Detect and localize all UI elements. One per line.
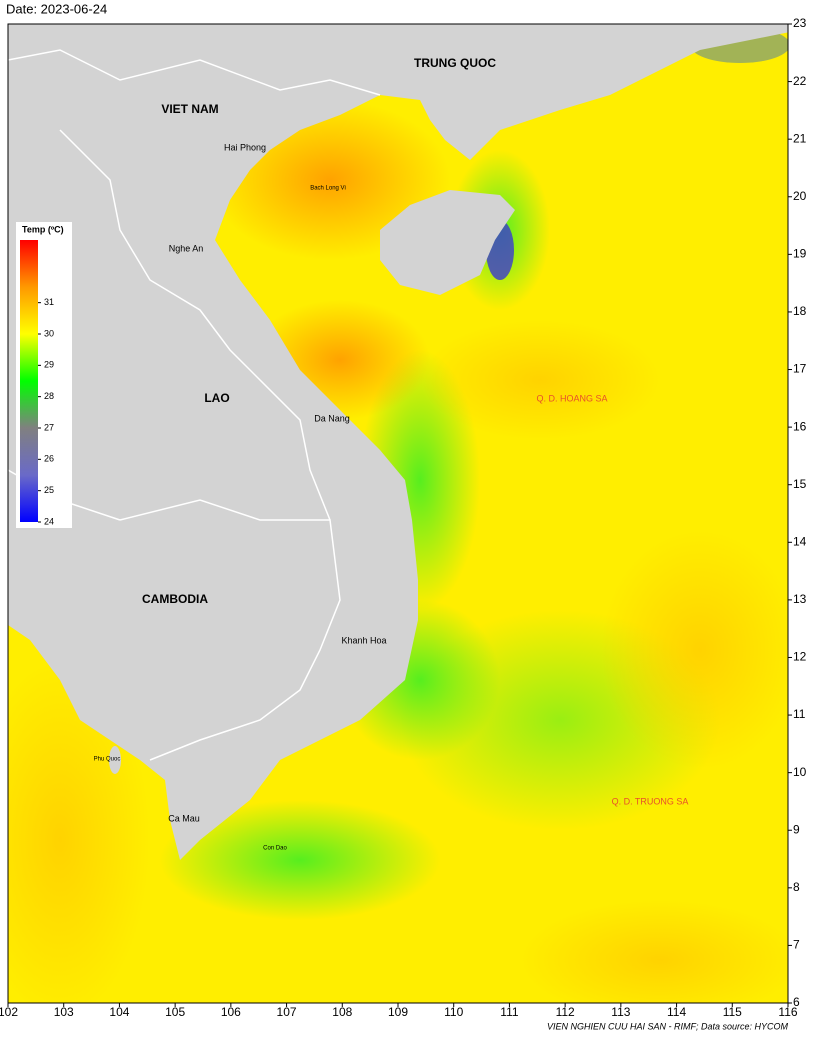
x-tick-label: 115 [723,1005,742,1019]
map-label: Nghe An [169,243,204,253]
x-tick-label: 112 [556,1005,575,1019]
colorbar-tick-label: 25 [44,485,54,495]
y-tick-label: 22 [793,74,807,88]
colorbar [20,240,38,522]
x-tick-label: 111 [500,1005,519,1019]
colorbar-tick-label: 31 [44,297,54,307]
y-tick-label: 10 [793,765,807,779]
y-tick-label: 8 [793,880,800,894]
y-tick-label: 23 [793,16,807,30]
colorbar-tick-label: 26 [44,454,54,464]
x-tick-label: 104 [109,1005,129,1019]
y-tick-label: 17 [793,362,807,376]
y-tick-label: 11 [793,707,806,721]
colorbar-tick-label: 29 [44,360,54,370]
x-tick-label: 116 [778,1005,797,1019]
colorbar-title: Temp (ºC) [22,224,64,234]
x-tick-label: 107 [277,1005,297,1019]
x-tick-label: 113 [611,1005,630,1019]
y-tick-label: 21 [793,131,807,145]
sea [8,24,788,1003]
x-tick-label: 110 [444,1005,463,1019]
x-tick-label: 103 [54,1005,74,1019]
map-label: Bach Long Vi [310,186,346,192]
x-tick-label: 106 [221,1005,241,1019]
y-tick-label: 16 [793,419,807,433]
map-label: Con Dao [263,846,287,852]
map-label: VIET NAM [161,102,218,116]
y-tick-label: 18 [793,304,807,318]
date: Date: 2023-06-24 [6,1,107,16]
map-label: TRUNG QUOC [414,56,496,70]
map-label: Q. D. HOANG SA [536,393,607,403]
colorbar-tick-label: 28 [44,391,54,401]
y-tick-label: 15 [793,477,807,491]
map-label: Phu Quoc [94,757,121,763]
credit: VIEN NGHIEN CUU HAI SAN - RIMF; Data sou… [547,1021,789,1031]
map-label: LAO [204,391,229,405]
y-tick-label: 20 [793,189,807,203]
colorbar-tick-label: 30 [44,328,54,338]
y-tick-label: 14 [793,534,807,548]
map-label: Hai Phong [224,142,266,152]
map-label: Da Nang [314,413,350,423]
x-tick-label: 105 [165,1005,185,1019]
map-label: Ca Mau [168,813,200,823]
y-tick-label: 19 [793,247,807,261]
y-tick-label: 7 [793,938,800,952]
x-tick-label: 108 [332,1005,352,1019]
y-tick-label: 12 [793,650,807,664]
map-label: CAMBODIA [142,592,208,606]
colorbar-tick-label: 24 [44,516,54,526]
x-tick-label: 109 [388,1005,408,1019]
map-label: Khanh Hoa [341,635,386,645]
y-tick-label: 9 [793,822,800,836]
map-label: Q. D. TRUONG SA [612,796,689,806]
colorbar-tick-label: 27 [44,422,54,432]
y-tick-label: 6 [793,995,800,1009]
x-tick-label: 102 [0,1005,18,1019]
x-tick-label: 114 [667,1005,686,1019]
y-tick-label: 13 [793,592,807,606]
